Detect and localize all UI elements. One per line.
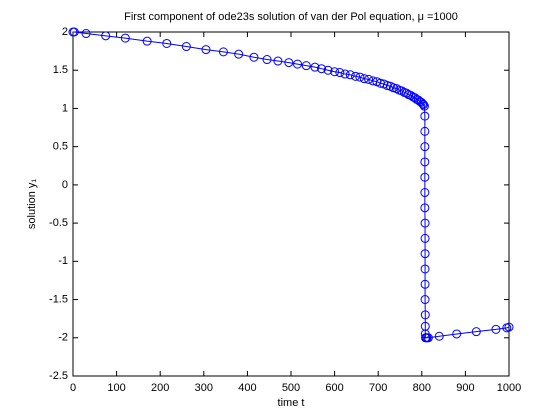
data-point xyxy=(452,329,462,339)
data-point xyxy=(420,279,430,289)
data-point xyxy=(345,70,355,80)
data-point xyxy=(101,31,111,41)
data-point xyxy=(420,264,430,274)
data-point xyxy=(181,42,191,52)
x-tick-label: 200 xyxy=(151,382,169,394)
y-tick-label: -1 xyxy=(58,255,68,267)
y-tick-label: 0.5 xyxy=(53,141,68,153)
data-point xyxy=(162,38,172,48)
data-point xyxy=(340,69,350,79)
data-point xyxy=(335,68,345,78)
data-point xyxy=(330,67,340,77)
data-point xyxy=(420,295,430,305)
data-point xyxy=(273,56,283,66)
y-tick-label: -2 xyxy=(58,332,68,344)
data-point xyxy=(293,59,303,69)
data-point xyxy=(201,45,211,55)
x-tick-label: 600 xyxy=(325,382,343,394)
data-point xyxy=(323,65,333,75)
data-point xyxy=(420,142,430,152)
data-point xyxy=(310,62,320,72)
y-tick-label: -1.5 xyxy=(49,293,68,305)
x-tick-label: 1000 xyxy=(497,382,521,394)
y-axis-label: solution y₁ xyxy=(26,179,38,229)
x-axis-label: time t xyxy=(278,397,305,409)
data-point xyxy=(420,203,430,213)
data-point xyxy=(420,310,430,320)
data-point xyxy=(301,61,311,71)
data-point xyxy=(420,172,430,182)
x-tick-label: 0 xyxy=(70,382,76,394)
data-point xyxy=(359,74,369,84)
axes-box xyxy=(72,31,510,377)
y-tick-label: -2.5 xyxy=(49,370,68,382)
data-point xyxy=(402,88,412,98)
data-point xyxy=(471,327,481,337)
data-point xyxy=(504,322,514,332)
data-point xyxy=(317,64,327,74)
data-point xyxy=(491,324,501,334)
data-point xyxy=(397,86,407,96)
y-tick-label: 1 xyxy=(62,102,68,114)
data-point xyxy=(69,27,79,37)
y-tick-label: 2 xyxy=(62,26,68,38)
x-tick-label: 500 xyxy=(282,382,300,394)
data-point xyxy=(392,84,402,94)
data-point xyxy=(218,47,228,57)
data-point xyxy=(420,126,430,136)
data-point xyxy=(434,331,444,341)
data-point xyxy=(419,100,429,110)
data-point xyxy=(355,72,365,82)
data-point xyxy=(423,333,433,343)
chart-title: First component of ode23s solution of va… xyxy=(124,11,458,23)
data-point xyxy=(364,74,374,84)
data-point xyxy=(420,111,430,121)
x-tick-label: 400 xyxy=(238,382,256,394)
data-point xyxy=(284,58,294,68)
data-point xyxy=(351,71,361,81)
data-point xyxy=(420,157,430,167)
data-point xyxy=(420,233,430,243)
data-point xyxy=(249,52,259,62)
data-point xyxy=(142,36,152,46)
data-point xyxy=(81,29,91,39)
y-tick-label: -0.5 xyxy=(49,217,68,229)
data-point xyxy=(120,33,130,43)
data-point xyxy=(419,101,429,111)
x-tick-label: 700 xyxy=(369,382,387,394)
x-tick-label: 300 xyxy=(195,382,213,394)
data-point xyxy=(418,99,428,109)
x-tick-label: 100 xyxy=(107,382,125,394)
data-point xyxy=(420,249,430,259)
data-point xyxy=(234,49,244,59)
x-tick-label: 900 xyxy=(456,382,474,394)
data-point xyxy=(420,218,430,228)
y-tick-label: 1.5 xyxy=(53,64,68,76)
data-point xyxy=(262,55,272,65)
y-tick-label: 0 xyxy=(62,179,68,191)
data-point xyxy=(420,188,430,198)
x-tick-label: 800 xyxy=(413,382,431,394)
